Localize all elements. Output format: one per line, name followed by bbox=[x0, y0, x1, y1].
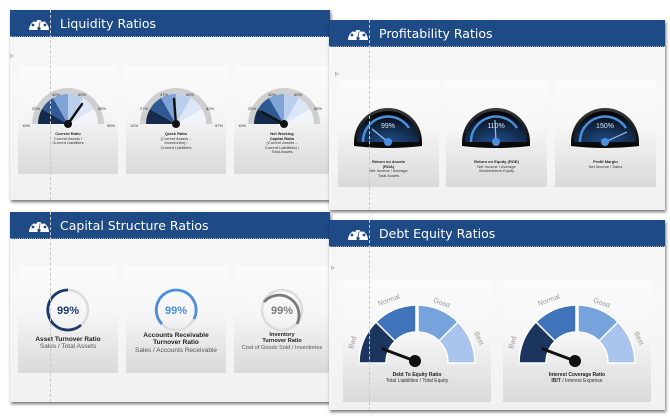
svg-text:99%: 99% bbox=[165, 305, 187, 317]
slide-profitability-ratios[interactable]: Profitability Ratios ▹ 99% Return on Ass… bbox=[329, 20, 665, 210]
tick-label: 97% bbox=[215, 123, 224, 128]
tick-label: 85% bbox=[314, 106, 323, 111]
ring-progress-chart: 99% bbox=[260, 288, 304, 332]
gauge-caption: Interest Coverage Ratio IBIT / Interest … bbox=[548, 372, 606, 384]
tick-label: 25% bbox=[248, 106, 257, 111]
gauge-card-roe[interactable]: 110% Return on Equity (ROE) Net Income /… bbox=[446, 80, 547, 187]
segmented-gauge-chart bbox=[248, 88, 320, 128]
ring-caption: Accounts Receivable Turnover Ratio Sales… bbox=[134, 332, 218, 354]
tick-label: 10% bbox=[238, 123, 247, 128]
guide-line bbox=[50, 212, 51, 402]
cursor-icon: ▹ bbox=[10, 51, 15, 60]
gauge-caption: Net Working Capital Ratio (Current Asset… bbox=[264, 131, 300, 155]
gauge-card-profit-margin[interactable]: 150% Profit Margin Net Income / Sales bbox=[555, 80, 656, 187]
gauge-icon bbox=[347, 24, 369, 42]
gauge-caption: Profit Margin Net Income / Sales bbox=[588, 159, 623, 169]
ring-progress-chart: 99% bbox=[46, 288, 90, 332]
gauge-card-interest-coverage[interactable]: Bad Normal Good Best Interest Coverage R… bbox=[503, 280, 651, 402]
segmented-gauge-chart bbox=[32, 88, 104, 128]
svg-text:Bad: Bad bbox=[348, 336, 358, 350]
slide-title: Liquidity Ratios bbox=[60, 15, 157, 31]
slide-header: Debt Equity Ratios bbox=[329, 220, 665, 247]
guide-line bbox=[369, 20, 370, 210]
ring-card-accounts-receivable[interactable]: 99% Accounts Receivable Turnover Ratio S… bbox=[126, 266, 226, 373]
ring-card-asset-turnover[interactable]: 99% Asset Turnover Ratio Sales / Total A… bbox=[18, 266, 118, 373]
tick-label: 65% bbox=[186, 92, 195, 97]
tick-label: 60% bbox=[78, 92, 87, 97]
gauge-card-debt-to-equity[interactable]: Bad Normal Good Best Debt To Equity Rati… bbox=[343, 280, 491, 402]
gauge-icon bbox=[28, 14, 50, 32]
tick-label: 25% bbox=[32, 106, 41, 111]
slide-header: Liquidity Ratios bbox=[10, 10, 330, 37]
tick-label: 12% bbox=[130, 123, 139, 128]
slide-debt-equity-ratios[interactable]: Debt Equity Ratios ▹ Bad Normal Good Bes… bbox=[329, 220, 665, 410]
ring-card-inventory-turnover[interactable]: 99% Inventory Turnover Ratio Cost of Goo… bbox=[234, 266, 330, 373]
tick-label: 40% bbox=[52, 92, 61, 97]
tick-label: 10% bbox=[22, 123, 31, 128]
svg-text:150%: 150% bbox=[596, 123, 614, 130]
ring-progress-chart: 99% bbox=[154, 288, 198, 332]
dark-gauge-chart: 150% bbox=[571, 108, 639, 148]
ring-caption: Inventory Turnover Ratio Cost of Goods S… bbox=[241, 332, 323, 351]
quadrant-gauge-chart: Bad Normal Good Best bbox=[508, 293, 644, 367]
tick-label: 95% bbox=[107, 123, 116, 128]
slide-title: Profitability Ratios bbox=[379, 25, 493, 41]
slide-title: Debt Equity Ratios bbox=[379, 225, 496, 241]
tick-label: 40% bbox=[268, 92, 277, 97]
ring-caption: Asset Turnover Ratio Sales / Total Asset… bbox=[35, 336, 101, 351]
gauge-card-roa[interactable]: 99% Return on Assets (ROA) Net Income / … bbox=[338, 80, 439, 187]
svg-text:Bad: Bad bbox=[508, 336, 518, 350]
slide-header: Capital Structure Ratios bbox=[10, 212, 330, 239]
tick-label: 47% bbox=[160, 92, 169, 97]
quadrant-gauge-chart: Bad Normal Good Best bbox=[348, 293, 484, 367]
slide-header: Profitability Ratios bbox=[329, 20, 665, 47]
svg-text:99%: 99% bbox=[381, 123, 395, 130]
gauge-caption: Return on Assets (ROA) Net Income / Aver… bbox=[369, 159, 408, 178]
segmented-gauge-chart bbox=[140, 88, 212, 128]
dark-gauge-chart: 99% bbox=[354, 108, 422, 148]
gauge-card-current-ratio[interactable]: 10% 25% 40% 60% 85% 95% Current Ratio Cu… bbox=[18, 66, 118, 174]
svg-text:Best: Best bbox=[472, 331, 484, 347]
gauge-card-quick-ratio[interactable]: 12% 27% 47% 65% 82% 97% Quick Ratio (Cur… bbox=[126, 66, 226, 174]
gauge-caption: Current Ratio Current Assets / Current L… bbox=[52, 131, 84, 146]
cursor-icon: ▹ bbox=[335, 69, 340, 78]
tick-label: 60% bbox=[294, 92, 303, 97]
cursor-icon: ▹ bbox=[331, 263, 336, 272]
tick-label: 27% bbox=[140, 106, 149, 111]
tick-label: 85% bbox=[98, 106, 107, 111]
svg-text:Normal: Normal bbox=[377, 293, 401, 307]
svg-text:99%: 99% bbox=[57, 305, 79, 317]
gauge-card-net-working-capital[interactable]: 10% 25% 40% 60% 85% Net Working Capital … bbox=[234, 66, 330, 174]
svg-text:99%: 99% bbox=[271, 305, 293, 317]
gauge-caption: Quick Ratio (Current Assets – Inventorie… bbox=[160, 131, 192, 150]
svg-text:Normal: Normal bbox=[537, 293, 561, 307]
svg-text:Best: Best bbox=[632, 331, 644, 347]
slide-capital-structure-ratios[interactable]: Capital Structure Ratios 99% Asset Turno… bbox=[10, 212, 330, 402]
gauge-caption: Debt To Equity Ratio Total Liabilities /… bbox=[385, 372, 449, 384]
dark-gauge-chart: 110% bbox=[462, 108, 530, 148]
slide-liquidity-ratios[interactable]: Liquidity Ratios ▹ 10% 25% 40% 60% 85% 9… bbox=[10, 10, 330, 200]
gauge-icon bbox=[347, 224, 369, 242]
slide-title: Capital Structure Ratios bbox=[60, 217, 209, 233]
gauge-caption: Return on Equity (ROE) Net Income / Aver… bbox=[474, 159, 519, 174]
guide-line bbox=[369, 220, 370, 410]
tick-label: 82% bbox=[206, 106, 215, 111]
gauge-icon bbox=[28, 216, 50, 234]
svg-text:110%: 110% bbox=[487, 123, 504, 130]
guide-line bbox=[50, 10, 51, 200]
